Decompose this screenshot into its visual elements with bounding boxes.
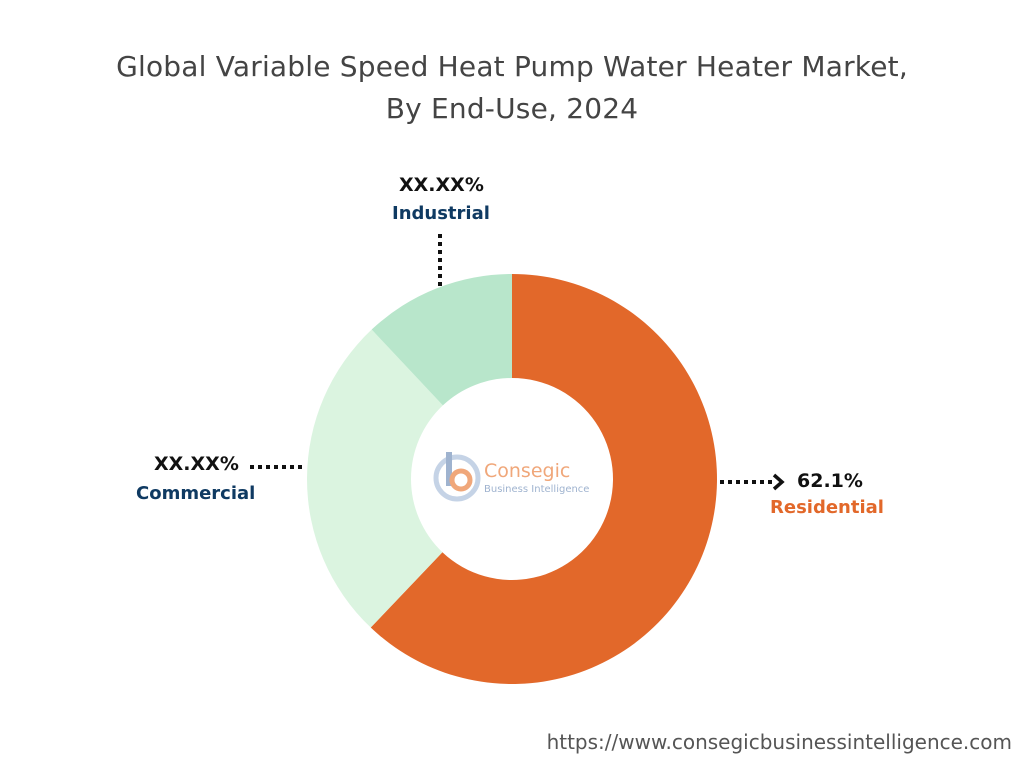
logo-subtitle: Business Intelligence (484, 484, 590, 495)
chart-title-line-2: By End-Use, 2024 (385, 92, 639, 125)
footer-url[interactable]: https://www.consegicbusinessintelligence… (546, 730, 1012, 754)
logo-name: Consegic (484, 460, 571, 482)
value-label-residential: 62.1% (797, 470, 863, 492)
slice-industrial (371, 274, 512, 406)
category-label-residential: Residential (770, 497, 884, 518)
chart-title: Global Variable Speed Heat Pump Water He… (0, 46, 1024, 130)
leader-lines (250, 234, 785, 491)
donut-slices (307, 274, 717, 685)
slice-commercial (307, 329, 443, 628)
category-label-commercial: Commercial (136, 483, 256, 504)
value-label-industrial: XX.XX% (399, 174, 484, 196)
slice-residential (370, 274, 717, 685)
value-label-commercial: XX.XX% (154, 453, 239, 475)
category-label-industrial: Industrial (392, 203, 490, 224)
logo-mark-icon (433, 452, 481, 502)
arrow-head-icon (772, 473, 785, 491)
chart-title-line-1: Global Variable Speed Heat Pump Water He… (116, 50, 908, 83)
